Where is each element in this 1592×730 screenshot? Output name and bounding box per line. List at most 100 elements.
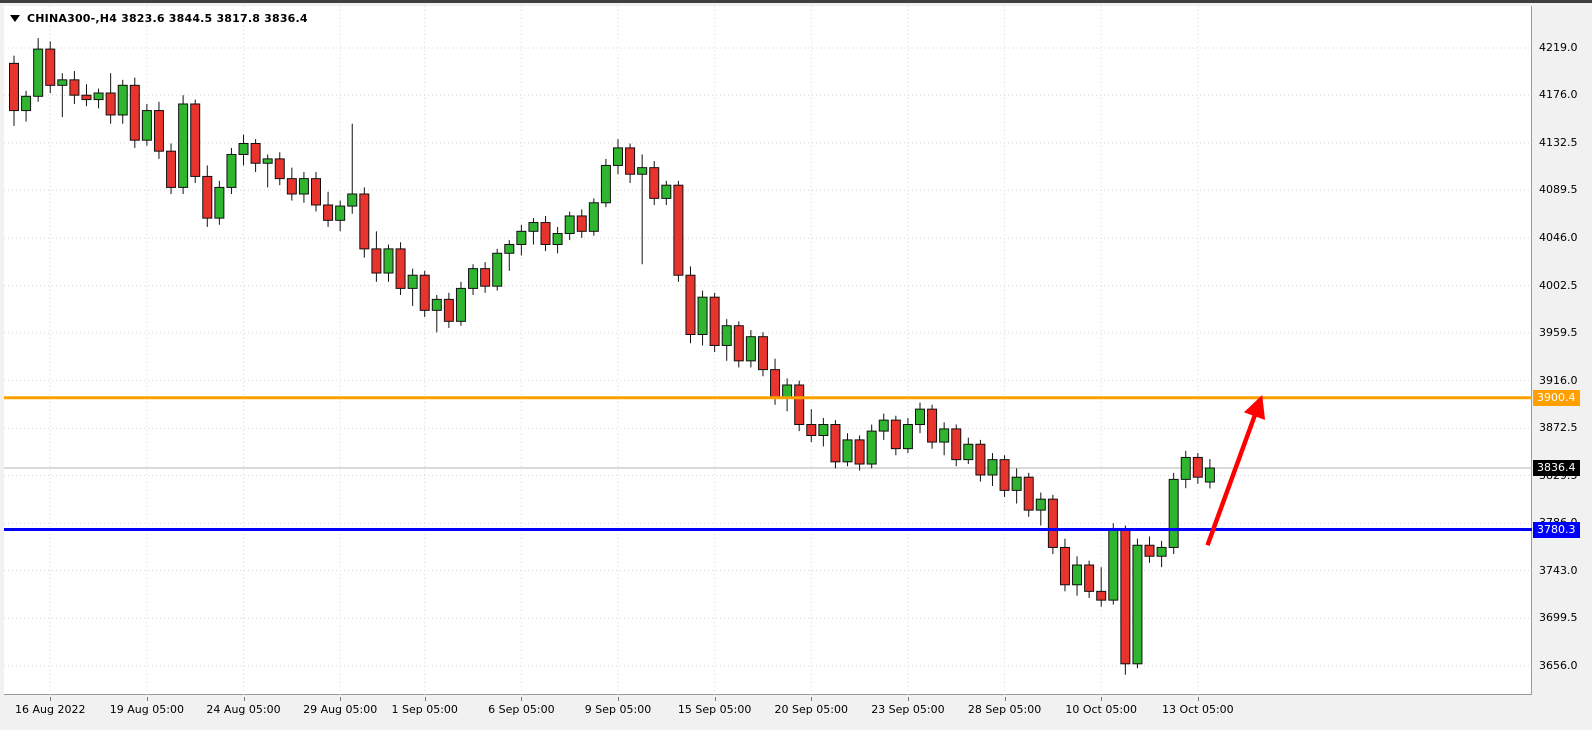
time-tick-label: 23 Sep 05:00 <box>871 703 945 716</box>
time-tick <box>1004 697 1006 701</box>
time-tick <box>811 697 813 701</box>
time-tick-label: 1 Sep 05:00 <box>391 703 458 716</box>
price-tick-label: 4002.5 <box>1539 278 1578 292</box>
candle-up <box>613 147 623 166</box>
time-tick <box>424 697 426 701</box>
candle-up <box>383 248 394 274</box>
candle-down <box>794 384 805 426</box>
candle-down <box>250 142 261 164</box>
candle-up <box>335 205 346 221</box>
price-tick-label: 3872.5 <box>1539 421 1578 435</box>
time-tick-label: 28 Sep 05:00 <box>967 703 1042 716</box>
candle-down <box>830 424 841 463</box>
symbol-dropdown-icon[interactable] <box>10 15 20 22</box>
candle-down <box>69 79 80 96</box>
time-tick-label: 19 Aug 05:00 <box>109 703 184 716</box>
time-tick-label: 29 Aug 05:00 <box>303 703 378 716</box>
candle-down <box>806 424 817 436</box>
candle-up <box>1180 456 1191 480</box>
candle-up <box>21 95 32 112</box>
time-tick <box>618 697 619 701</box>
candle-up <box>902 424 913 450</box>
candle-up <box>57 79 68 86</box>
candle-up <box>468 268 479 289</box>
trend-arrow[interactable] <box>1205 395 1266 547</box>
candle-up <box>721 325 732 346</box>
candle-up <box>1132 544 1143 665</box>
candle-up <box>842 439 853 463</box>
symbol-info-bar: CHINA300-,H4 3823.6 3844.5 3817.8 3836.4 <box>10 12 308 25</box>
time-tick <box>243 697 245 701</box>
price-tick-label: 4132.5 <box>1539 135 1578 149</box>
price-tick-label: 4089.5 <box>1539 183 1578 197</box>
candle-down <box>1192 456 1203 478</box>
candle-down <box>153 110 164 152</box>
candle-up <box>987 459 998 476</box>
symbol-ohlc-text: CHINA300-,H4 3823.6 3844.5 3817.8 3836.4 <box>27 12 308 25</box>
time-tick-label: 15 Sep 05:00 <box>677 703 752 716</box>
candle-down <box>480 268 491 287</box>
current-price-tag: 3836.4 <box>1533 459 1580 476</box>
candle-down <box>951 428 962 461</box>
candle-down <box>854 439 865 465</box>
candle-down <box>770 369 781 399</box>
price-axis[interactable]: 4219.0 4176.0 4132.5 4089.5 4046.0 4002.5 3959… <box>1533 3 1592 730</box>
price-tag-3780.3: 3780.3 <box>1533 521 1580 538</box>
price-tick-label: 3959.5 <box>1539 325 1578 339</box>
candle-down <box>685 274 696 335</box>
candle-down <box>890 419 901 450</box>
candle-up <box>492 252 503 287</box>
price-tick-label: 3916.0 <box>1539 373 1578 387</box>
candle-up <box>564 215 575 235</box>
chart-plot-area[interactable] <box>4 6 1532 695</box>
candle-up <box>552 233 563 245</box>
candle-up <box>782 384 793 399</box>
candle-up <box>407 274 418 289</box>
price-tick-label: 3656.0 <box>1539 659 1578 672</box>
time-tick-label: 9 Sep 05:00 <box>584 703 652 716</box>
candle-down <box>1144 544 1155 557</box>
candle-up <box>963 443 974 461</box>
candle-down <box>311 178 321 206</box>
candle-down <box>927 408 938 443</box>
candle-down <box>757 336 768 371</box>
candle-down <box>274 158 285 180</box>
candle-down <box>419 274 430 311</box>
candle-down <box>1084 564 1095 592</box>
time-tick-label: 16 Aug 2022 <box>15 703 86 716</box>
candle-down <box>190 103 201 177</box>
candle-up <box>262 158 273 164</box>
candle-up <box>1204 467 1215 483</box>
time-tick <box>907 697 909 701</box>
candle-down <box>129 84 140 141</box>
candle-up <box>1168 478 1179 548</box>
candle-up <box>1072 564 1083 586</box>
candle-down <box>81 94 92 101</box>
candle-down <box>1023 476 1034 511</box>
candle-up <box>745 336 756 362</box>
candle-up <box>866 430 877 465</box>
time-tick-label: 6 Sep 05:00 <box>488 703 555 716</box>
candle-up <box>1011 476 1022 491</box>
candle-down <box>359 193 370 250</box>
candle-down <box>1047 498 1058 548</box>
time-tick <box>521 697 523 701</box>
time-axis[interactable]: 16 Aug 2022 19 Aug 05:00 24 Aug 05:00 29 Au… <box>0 697 1592 723</box>
time-tick <box>1197 697 1199 701</box>
candle-up <box>504 243 515 254</box>
candle-up <box>455 287 466 322</box>
candle-down <box>323 204 334 221</box>
candle-up <box>939 428 950 443</box>
candle-up <box>528 222 539 232</box>
candle-down <box>395 248 406 289</box>
candle-up <box>915 408 925 426</box>
time-tick-label: 24 Aug 05:00 <box>206 703 281 716</box>
candle-down <box>1096 590 1107 601</box>
candle-up <box>1035 498 1046 511</box>
candle-down <box>45 48 56 86</box>
candle-down <box>1059 546 1070 586</box>
candle-up <box>141 110 152 141</box>
candle-up <box>697 296 708 335</box>
candlestick-chart <box>4 6 1532 695</box>
